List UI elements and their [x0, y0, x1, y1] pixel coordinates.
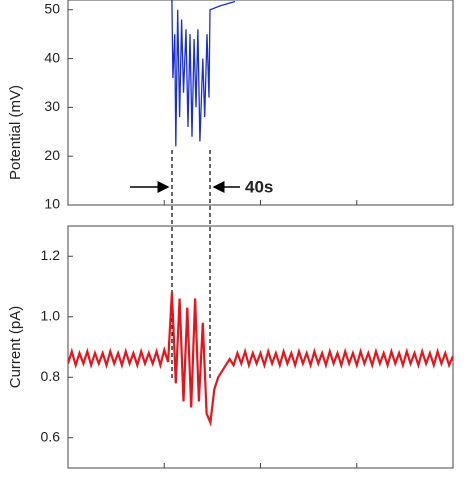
- series-line: [171, 0, 236, 147]
- y-tick-label: 0.6: [41, 428, 61, 444]
- y-tick-label: 10: [44, 196, 60, 212]
- y-tick-label: 50: [44, 0, 60, 16]
- y-tick-label: 30: [44, 98, 60, 114]
- series-line: [68, 292, 453, 427]
- y-axis-title: Current (pA): [7, 306, 24, 389]
- y-tick-label: 0.8: [41, 368, 61, 384]
- y-tick-label: 40: [44, 49, 60, 65]
- y-tick-label: 1.2: [41, 247, 61, 263]
- y-tick-label: 1.0: [41, 307, 61, 323]
- event-markers: [130, 150, 240, 380]
- annotation: 40s: [245, 177, 273, 196]
- y-axis-title: Potential (mV): [7, 85, 24, 180]
- plot-frame: [67, 0, 454, 206]
- y-tick-label: 20: [44, 147, 60, 163]
- plot-frame: [67, 225, 454, 469]
